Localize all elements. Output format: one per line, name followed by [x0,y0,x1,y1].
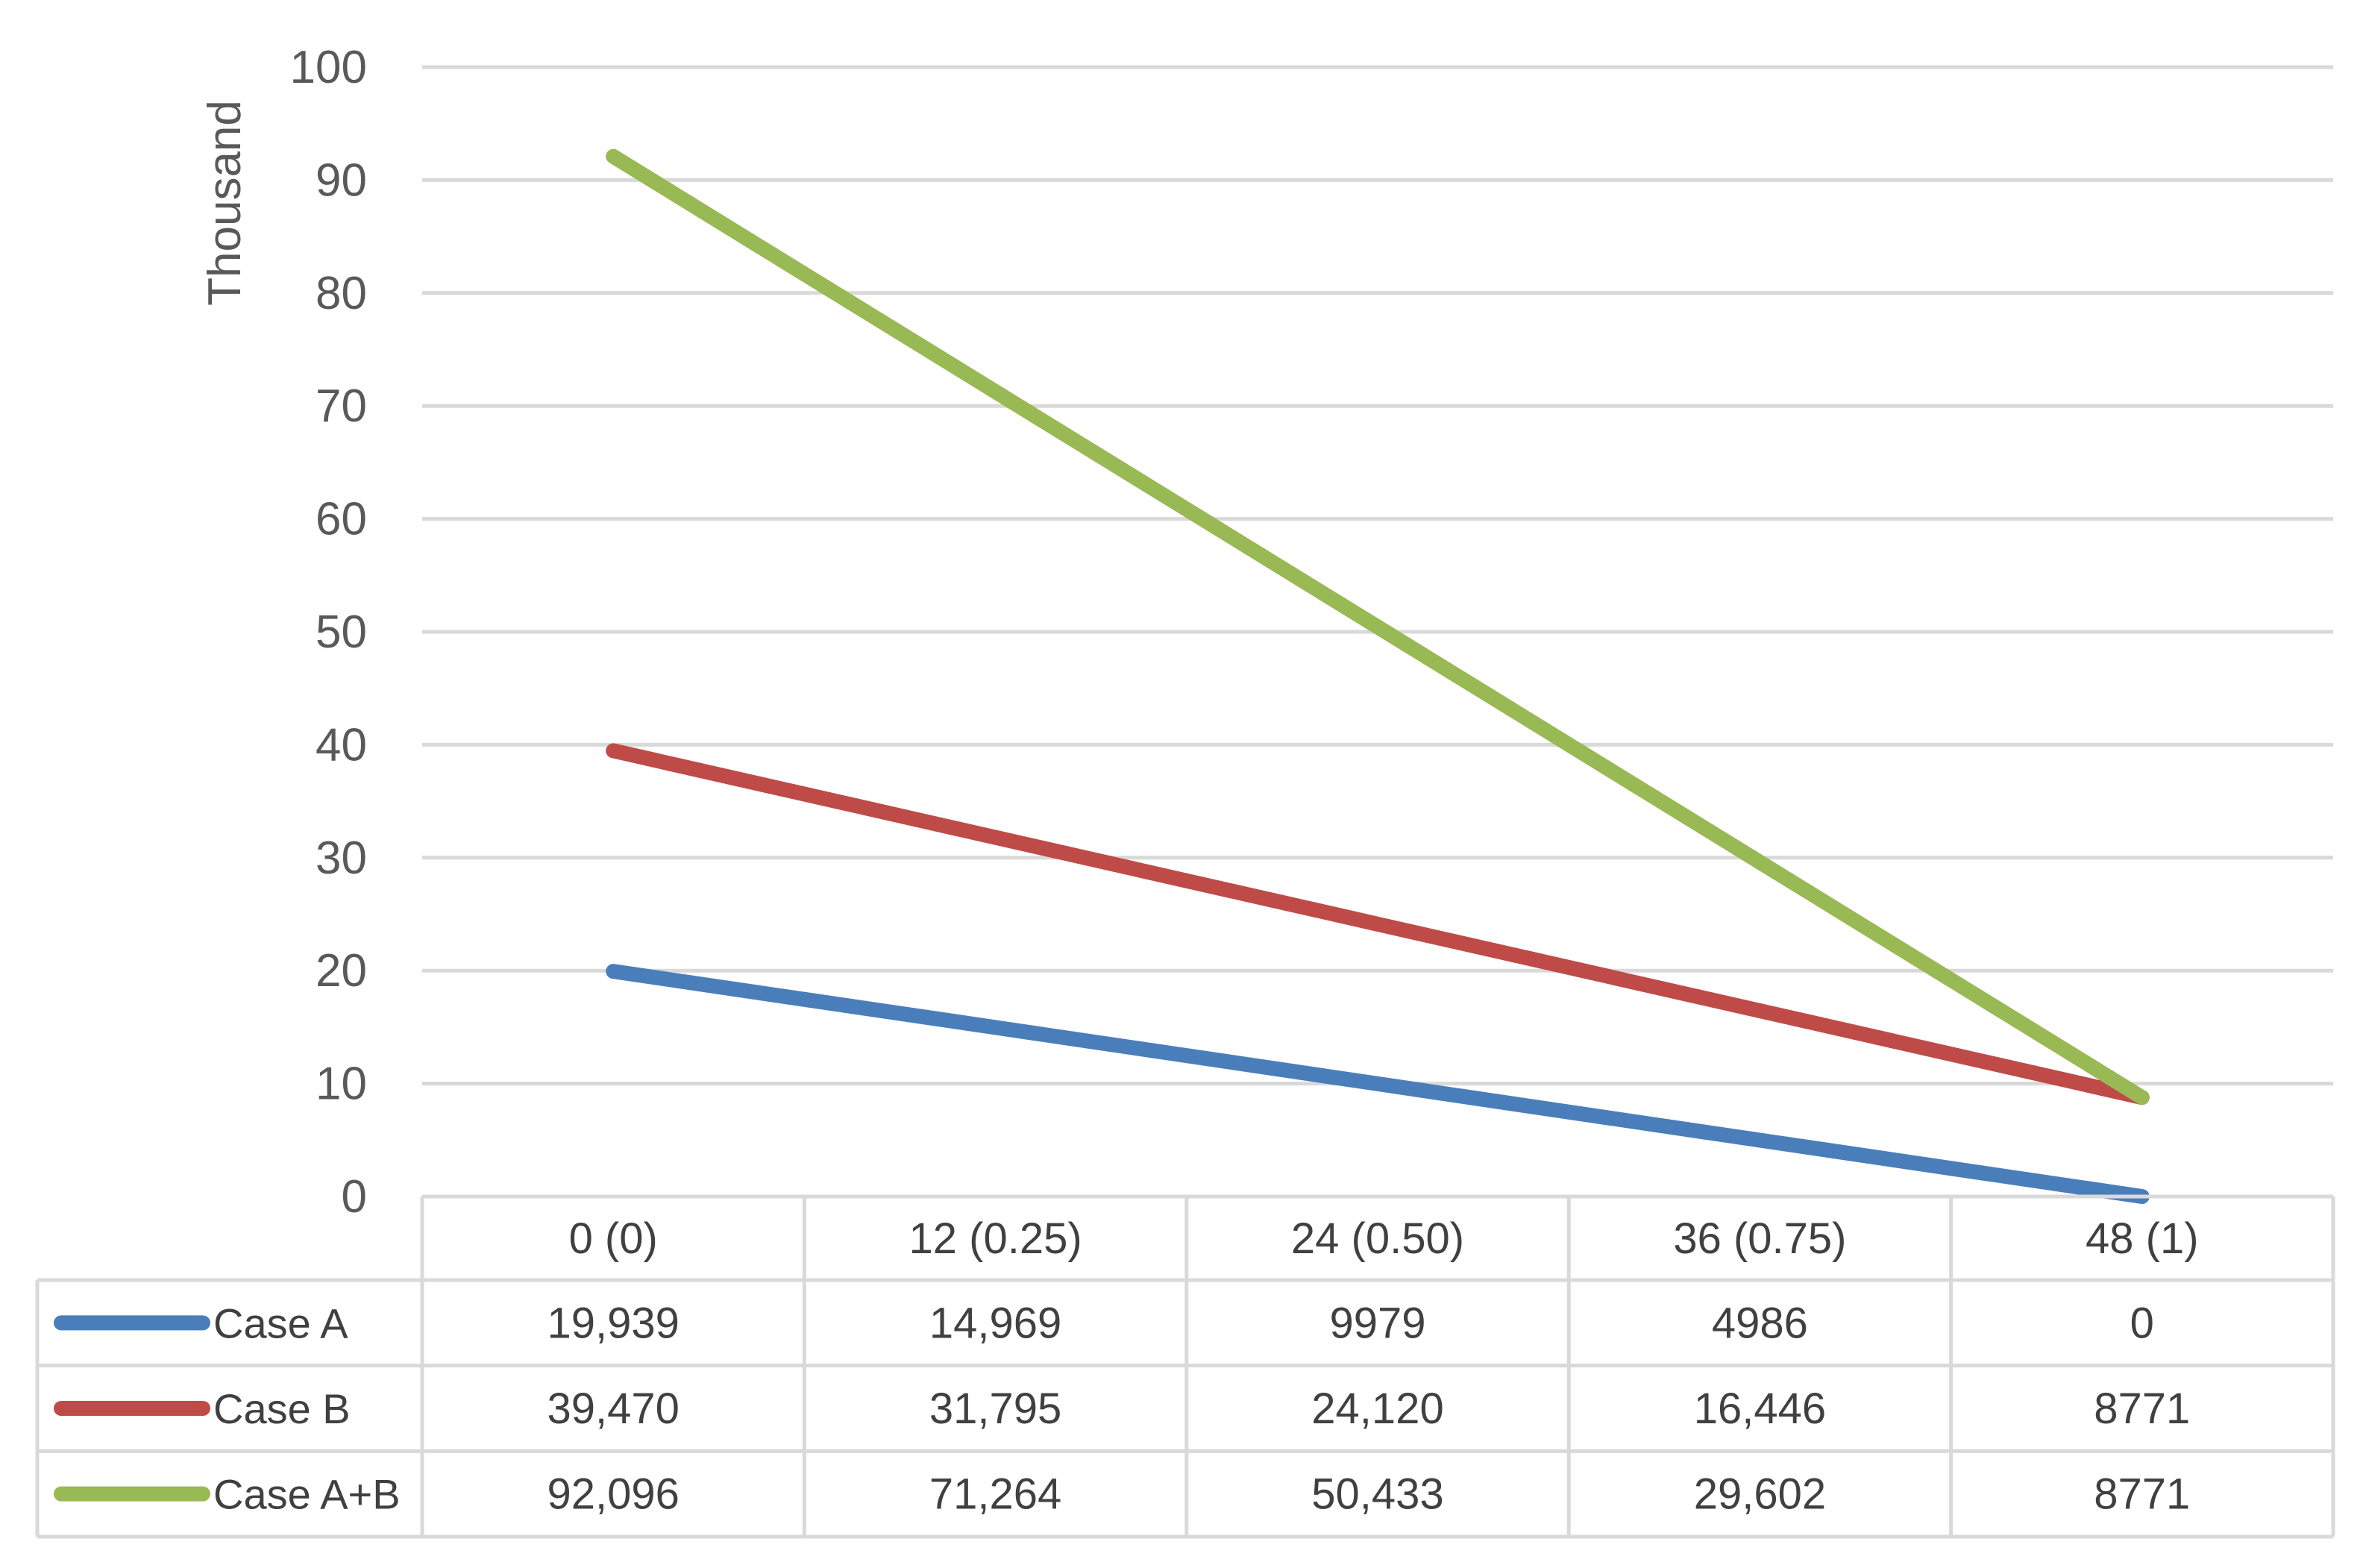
data-point [1759,861,1761,863]
data-point [994,836,997,838]
y-tick-label: 30 [316,832,367,884]
table-value: 29,602 [1694,1470,1826,1519]
y-tick-label: 60 [316,494,367,545]
table-value: 19,939 [547,1299,679,1347]
data-point [1377,1082,1378,1085]
table-value: 24,120 [1311,1384,1443,1433]
legend-label: Case A [213,1299,348,1346]
data-point [1759,1139,1761,1141]
series-lines [606,148,2150,1204]
legend-label: Case B [213,1385,351,1432]
y-tick-label: 40 [316,719,367,771]
y-tick-label: 100 [290,42,367,93]
data-point [1759,1010,1761,1012]
x-category-label: 12 (0.25) [909,1214,1082,1263]
table-value: 8771 [2094,1384,2190,1433]
data-point [2141,1097,2143,1099]
y-tick-label: 0 [342,1171,367,1223]
table-value: 9979 [1329,1299,1425,1347]
series-1 [606,743,2150,1106]
data-point [612,155,615,157]
y-tick-label: 90 [316,154,367,206]
table-value: 31,795 [929,1384,1061,1433]
legend-label: Case A+B [213,1471,401,1518]
table-value: 4986 [1712,1299,1808,1347]
y-tick-label: 20 [316,945,367,997]
data-point [994,391,997,393]
x-category-label: 48 (1) [2086,1214,2199,1263]
table-value: 16,446 [1694,1384,1826,1433]
x-category-label: 0 (0) [569,1214,658,1263]
data-point [1377,626,1378,628]
series-2 [606,148,2150,1106]
x-category-label: 36 (0.75) [1673,1214,1846,1263]
table-value: 50,433 [1311,1470,1443,1519]
y-tick-label: 50 [316,606,367,658]
table-value: 71,264 [929,1470,1061,1519]
y-axis-title: Thousand [199,100,251,306]
data-point [1377,923,1378,925]
y-tick-label: 10 [316,1059,367,1110]
data-point [612,750,615,752]
data-point [994,1026,997,1029]
data-point [612,970,615,973]
table-value: 92,096 [547,1470,679,1519]
x-category-label: 24 (0.50) [1291,1214,1464,1263]
series-0 [606,964,2150,1204]
table-value: 14,969 [929,1299,1061,1347]
y-tick-label: 80 [316,268,367,319]
y-axis-ticks: 0 10 20 30 40 50 60 70 80 90 100 [290,42,367,1223]
table-value: 0 [2130,1299,2154,1347]
y-tick-label: 70 [316,380,367,432]
data-table: 0 (0) 12 (0.25) 24 (0.50) 36 (0.75) 48 (1) Ca… [35,1194,2335,1539]
table-value: 39,470 [547,1384,679,1433]
table-value: 8771 [2094,1470,2190,1519]
